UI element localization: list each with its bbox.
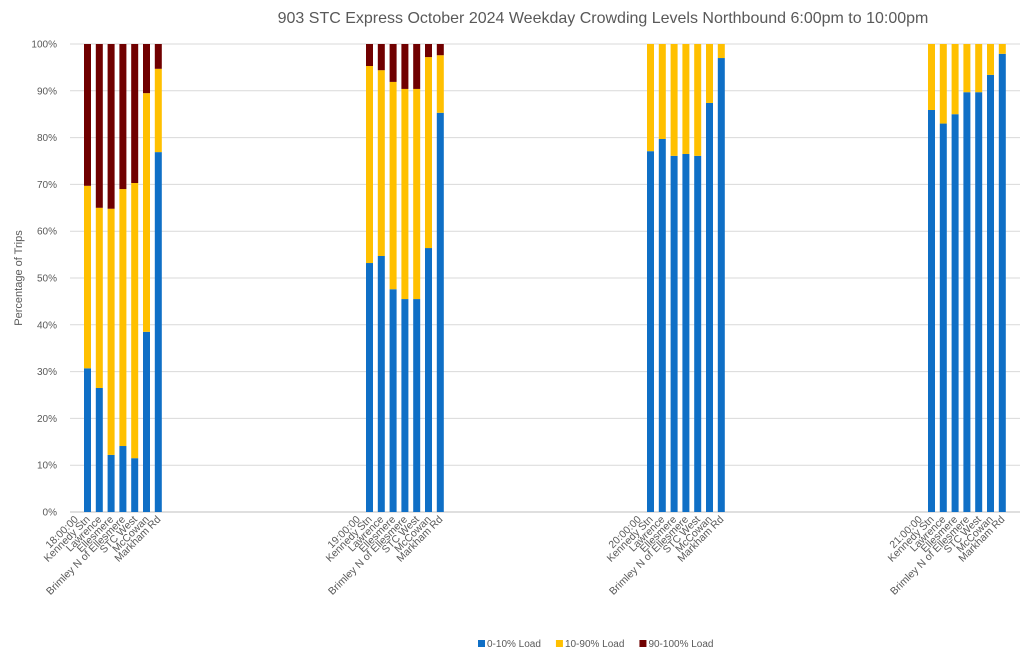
bar-segment-0-10-load <box>154 152 162 512</box>
y-tick-label: 30% <box>37 367 57 378</box>
bar-segment-90-100-load <box>119 44 127 190</box>
bar-segment-0-10-load <box>131 458 139 512</box>
bar-segment-90-100-load <box>107 44 115 209</box>
bar-segment-10-90-load <box>366 65 373 264</box>
bar-segment-0-10-load <box>975 92 983 512</box>
y-tick-label: 80% <box>37 133 57 144</box>
bar-segment-0-10-load <box>939 123 947 512</box>
bar-segment-0-10-load <box>706 102 713 512</box>
bar-segment-90-100-load <box>425 44 432 58</box>
bar-segment-0-10-load <box>95 387 103 512</box>
bar-segment-10-90-load <box>975 44 983 93</box>
bar-segment-90-100-load <box>95 44 103 208</box>
bar-segment-0-10-load <box>963 92 971 512</box>
bar-segment-0-10-load <box>987 74 994 512</box>
bar-segment-10-90-load <box>717 44 725 59</box>
bar-segment-0-10-load <box>377 256 385 512</box>
bar-segment-10-90-load <box>119 189 127 447</box>
y-axis-title: Percentage of Trips <box>13 230 25 326</box>
bar-segment-10-90-load <box>401 88 409 300</box>
bar-segment-90-100-load <box>131 44 139 183</box>
bar-segment-0-10-load <box>647 151 654 512</box>
y-tick-label: 60% <box>37 227 57 238</box>
bar-group-18:00:00 <box>84 44 162 512</box>
bar-segment-0-10-load <box>658 139 666 512</box>
legend-label: 90-100% Load <box>648 639 713 650</box>
bar-segment-10-90-load <box>107 208 115 455</box>
bar-segment-10-90-load <box>951 44 959 115</box>
legend-swatch <box>478 640 485 647</box>
bar-segment-90-100-load <box>389 44 397 82</box>
bar-segment-90-100-load <box>143 44 150 94</box>
bar-segment-10-90-load <box>84 185 91 369</box>
bar-segment-10-90-load <box>389 81 397 290</box>
bar-segment-0-10-load <box>694 155 702 513</box>
bar-group-20:00:00 <box>647 44 725 513</box>
y-tick-label: 50% <box>37 274 57 285</box>
bar-segment-0-10-load <box>670 155 678 513</box>
bar-segment-10-90-load <box>647 44 654 152</box>
bar-segment-0-10-load <box>119 446 127 512</box>
bar-segment-10-90-load <box>987 44 994 75</box>
bar-segment-90-100-load <box>154 44 162 69</box>
bar-segment-0-10-load <box>682 153 690 513</box>
y-tick-label: 10% <box>37 461 57 472</box>
bar-segment-10-90-load <box>928 44 935 110</box>
bars <box>84 44 1006 513</box>
y-tick-label: 90% <box>37 86 57 97</box>
bar-segment-90-100-load <box>366 44 373 66</box>
bar-segment-0-10-load <box>143 331 150 512</box>
bar-segment-90-100-load <box>84 44 91 186</box>
bar-segment-0-10-load <box>401 299 409 512</box>
bar-segment-10-90-load <box>413 88 421 300</box>
bar-segment-0-10-load <box>107 454 115 512</box>
bar-segment-0-10-load <box>717 58 725 512</box>
bar-segment-10-90-load <box>939 44 947 124</box>
bar-segment-10-90-load <box>377 70 385 257</box>
chart-title: 903 STC Express October 2024 Weekday Cro… <box>278 10 929 27</box>
y-tick-label: 40% <box>37 320 57 331</box>
bar-segment-10-90-load <box>963 44 971 93</box>
gridlines <box>70 43 1020 513</box>
bar-segment-10-90-load <box>131 182 139 459</box>
legend-swatch <box>555 640 563 647</box>
bar-segment-90-100-load <box>436 44 444 56</box>
legend: 0-10% Load 10-90% Load 90-100% Load <box>478 639 714 650</box>
legend-swatch <box>639 640 647 647</box>
bar-group-19:00:00 <box>366 44 444 513</box>
bar-segment-0-10-load <box>998 53 1006 512</box>
bar-segment-0-10-load <box>413 299 421 512</box>
bar-segment-10-90-load <box>670 44 678 156</box>
bar-segment-0-10-load <box>951 114 959 512</box>
y-tick-label: 70% <box>37 180 57 191</box>
bar-segment-0-10-load <box>436 112 444 513</box>
bar-segment-90-100-load <box>401 44 409 89</box>
bar-segment-10-90-load <box>154 68 162 153</box>
y-tick-label: 20% <box>37 414 57 425</box>
bar-segment-90-100-load <box>377 44 385 71</box>
y-tick-label: 100% <box>31 40 57 51</box>
bar-segment-10-90-load <box>706 44 713 103</box>
bar-segment-0-10-load <box>928 109 935 512</box>
bar-group-21:00:00 <box>928 44 1006 512</box>
bar-segment-10-90-load <box>694 44 702 156</box>
bar-segment-0-10-load <box>425 248 432 512</box>
bar-segment-10-90-load <box>682 44 690 154</box>
bar-segment-90-100-load <box>413 44 421 89</box>
bar-segment-10-90-load <box>998 44 1006 54</box>
legend-label: 10-90% Load <box>565 639 625 650</box>
bar-segment-10-90-load <box>95 207 103 388</box>
y-tick-label: 0% <box>43 508 58 519</box>
legend-label: 0-10% Load <box>487 639 541 650</box>
bar-segment-10-90-load <box>436 55 444 113</box>
bar-segment-0-10-load <box>389 289 397 512</box>
bar-segment-0-10-load <box>366 263 373 512</box>
bar-segment-0-10-load <box>84 368 91 512</box>
bar-segment-10-90-load <box>425 57 432 249</box>
y-axis-ticks: 0% 10% 20% 30% 40% 50% 60% 70% 80% 90% 100% <box>31 40 57 519</box>
bar-segment-10-90-load <box>658 44 666 140</box>
bar-segment-10-90-load <box>143 93 150 332</box>
